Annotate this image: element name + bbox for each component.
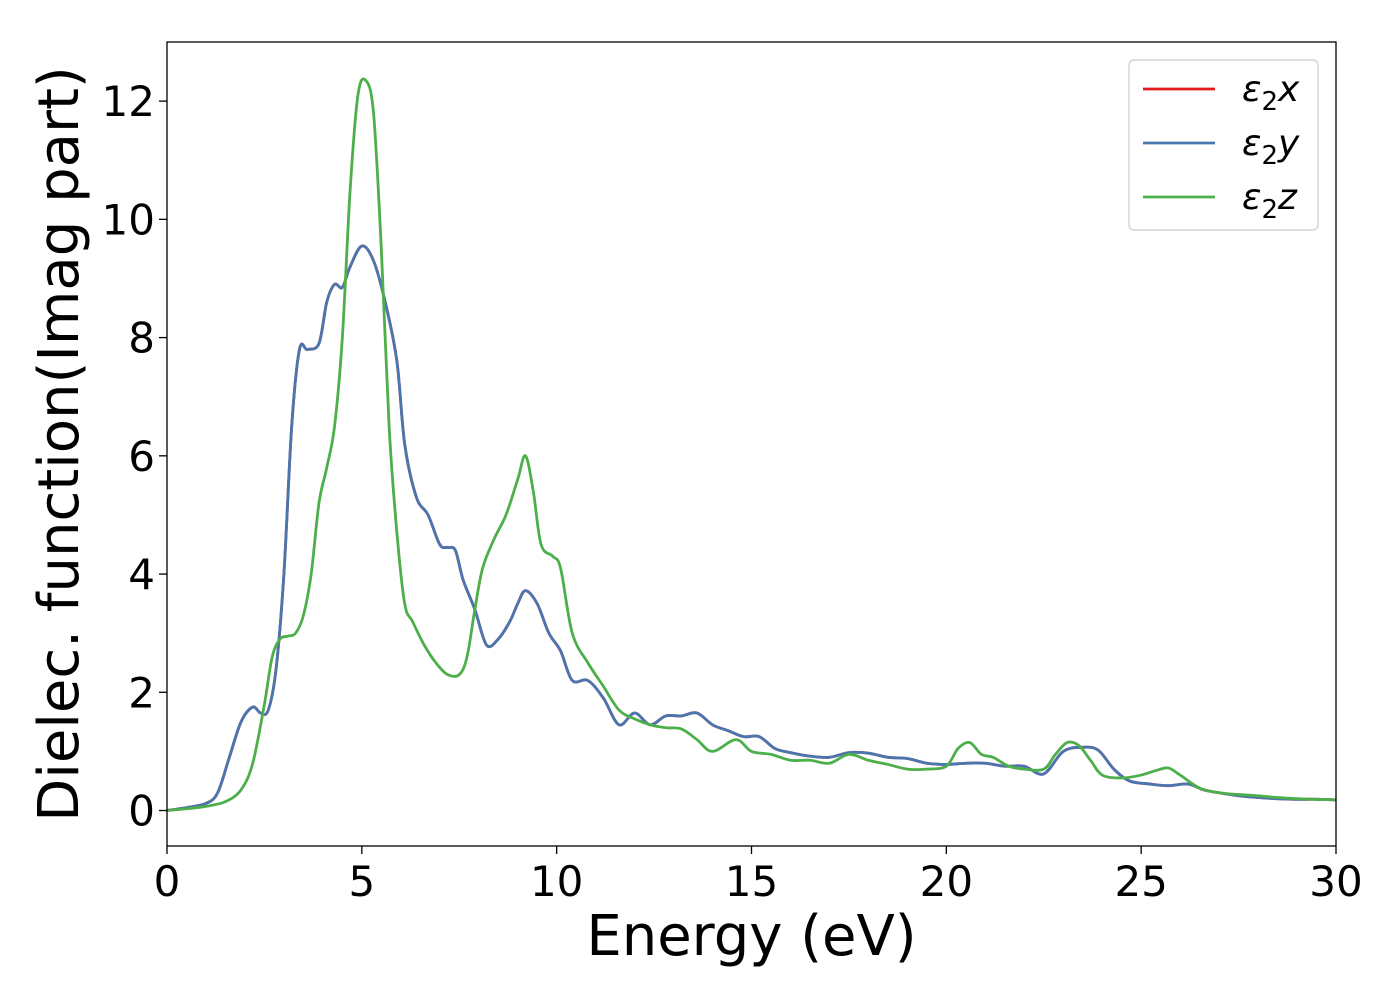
y-tick-label: 10 <box>102 195 155 244</box>
x-tick-label: 10 <box>530 857 583 906</box>
x-tick-label: 15 <box>725 857 778 906</box>
y-tick-label: 12 <box>102 77 155 126</box>
y-tick-label: 8 <box>128 314 155 363</box>
y-axis-label: Dielec. function(Imag part) <box>27 66 92 822</box>
x-tick-label: 20 <box>920 857 973 906</box>
x-tick-label: 30 <box>1309 857 1362 906</box>
y-tick-label: 4 <box>128 550 155 599</box>
series-layer <box>167 77 1336 812</box>
legend-label-x: ε2x <box>1242 69 1300 117</box>
series-line-y <box>167 244 1336 812</box>
legend: ε2x ε2y ε2z <box>1128 59 1319 231</box>
axes-layer: 0 5 10 15 20 25 30 0 2 4 6 8 10 12 Energy (eV) Dielec. … <box>27 41 1363 969</box>
legend-label-y: ε2y <box>1242 123 1300 171</box>
y-tick-label: 6 <box>128 432 155 481</box>
y-tick-label: 2 <box>128 668 155 717</box>
y-tick-label: 0 <box>128 787 155 836</box>
series-line-z <box>167 77 1336 812</box>
x-tick-label: 5 <box>348 857 375 906</box>
x-axis-label: Energy (eV) <box>586 904 916 969</box>
legend-box <box>1128 59 1319 231</box>
x-tick-label: 0 <box>154 857 181 906</box>
legend-label-z: ε2z <box>1242 177 1298 225</box>
x-tick-label: 25 <box>1114 857 1167 906</box>
